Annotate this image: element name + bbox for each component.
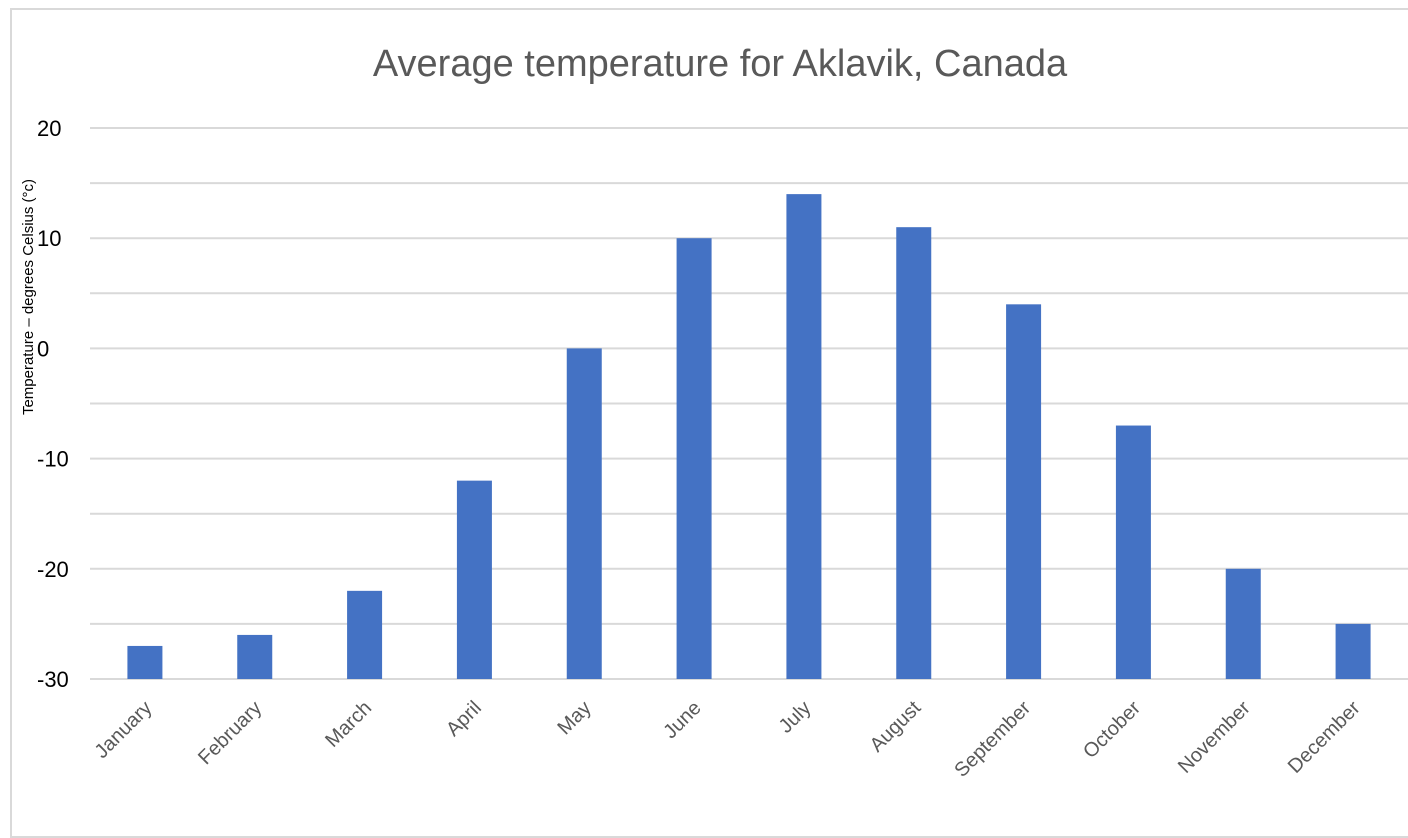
x-tick-label: April	[442, 697, 486, 741]
x-tick-label: January	[91, 697, 157, 763]
x-tick-label: February	[194, 697, 266, 769]
bar-april	[456, 480, 492, 679]
x-tick-label: October	[1079, 697, 1145, 763]
bar-july	[786, 194, 822, 679]
bar-january	[127, 645, 163, 679]
x-tick-label: July	[775, 697, 816, 738]
x-tick-label: December	[1284, 697, 1365, 778]
bar-august	[896, 227, 932, 679]
x-tick-label: March	[321, 697, 376, 752]
bar-may	[566, 348, 602, 679]
x-tick-label: September	[950, 697, 1035, 782]
chart-title: Average temperature for Aklavik, Canada	[373, 43, 1068, 85]
y-tick-label: 20	[37, 116, 61, 141]
y-axis-label: Temperature – degrees Celsius (°c)	[20, 179, 37, 415]
bar-december	[1335, 623, 1371, 679]
bar-october	[1115, 425, 1151, 679]
bar-november	[1225, 568, 1261, 679]
y-tick-label: -10	[37, 447, 69, 472]
y-axis-ticks: 20 10 0 -10 -20 -30	[37, 116, 69, 692]
x-tick-label: June	[659, 697, 705, 743]
x-tick-label: August	[866, 697, 926, 757]
bar-september	[1006, 304, 1042, 679]
x-axis-ticks: January February March April May June July Augu…	[91, 697, 1365, 782]
y-tick-label: 10	[37, 226, 61, 251]
y-tick-label: 0	[37, 336, 49, 361]
x-tick-label: May	[554, 697, 596, 739]
bar-march	[347, 590, 383, 679]
y-tick-label: -30	[37, 667, 69, 692]
bar-june	[676, 238, 712, 679]
bar-february	[237, 634, 273, 679]
x-tick-label: November	[1174, 697, 1255, 778]
y-tick-label: -20	[37, 557, 69, 582]
bars	[127, 194, 1371, 679]
gridlines	[90, 127, 1408, 680]
